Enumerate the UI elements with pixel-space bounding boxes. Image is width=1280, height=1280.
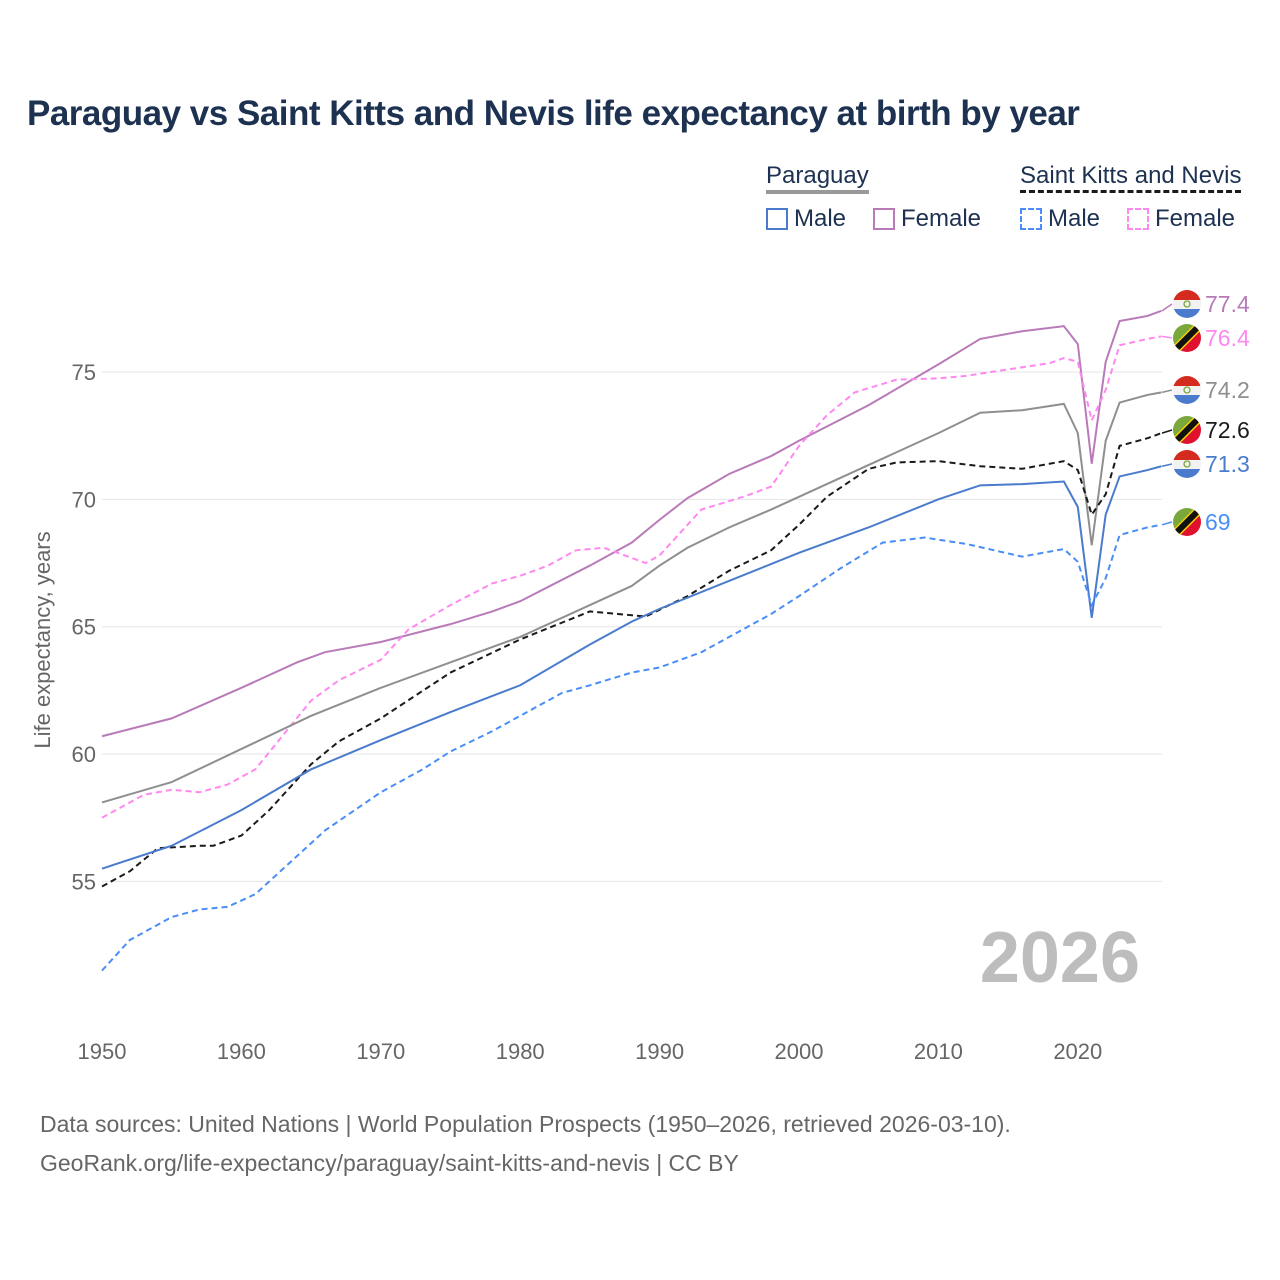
series-line-paraguay-male	[101, 465, 1162, 870]
chart-title: Paraguay vs Saint Kitts and Nevis life e…	[27, 94, 1080, 133]
source-line-2[interactable]: GeoRank.org/life-expectancy/paraguay/sai…	[40, 1150, 739, 1176]
x-tick-label: 2020	[1053, 1039, 1102, 1064]
leader-line	[1161, 429, 1173, 434]
y-tick-label: 70	[72, 487, 96, 512]
y-axis-label: Life expectancy, years	[30, 531, 55, 748]
series-line-saint-kitts-and-nevis-female	[101, 335, 1162, 819]
year-watermark: 2026	[980, 918, 1140, 998]
legend-swatch	[873, 208, 895, 230]
end-value-label: 76.4	[1205, 325, 1250, 351]
legend-label: Male	[1048, 205, 1101, 232]
end-value-label: 72.6	[1205, 417, 1250, 443]
legend-swatch	[766, 208, 788, 230]
legend-item-paraguay-male[interactable]: Male	[766, 205, 846, 233]
legend-label: Female	[1155, 205, 1236, 232]
legend-group-paraguay: Paraguay	[766, 162, 869, 194]
x-tick-label: 1960	[217, 1039, 266, 1064]
saint-kitts-and-nevis-flag-icon	[1173, 416, 1201, 444]
end-value-label: 77.4	[1205, 291, 1250, 317]
series-line-saint-kitts-and-nevis-male	[101, 523, 1162, 972]
leader-line	[1161, 335, 1173, 339]
legend-swatch	[1020, 208, 1042, 230]
paraguay-flag-icon	[1173, 290, 1201, 318]
source-note: Data sources: United Nations | World Pop…	[40, 1105, 1011, 1183]
legend-swatch	[1127, 208, 1149, 230]
y-tick-label: 65	[72, 615, 96, 640]
legend-label: Male	[794, 205, 847, 232]
end-value-label: 69	[1205, 509, 1231, 535]
paraguay-flag-icon	[1173, 450, 1201, 478]
paraguay-flag-icon	[1173, 376, 1201, 404]
saint-kitts-and-nevis-flag-icon	[1173, 324, 1201, 352]
x-tick-label: 1990	[635, 1039, 684, 1064]
leader-line	[1161, 463, 1173, 467]
series-line-paraguay-female	[101, 309, 1162, 738]
end-value-label: 74.2	[1205, 377, 1250, 403]
legend-item-skn-male[interactable]: Male	[1020, 205, 1100, 233]
saint-kitts-and-nevis-flag-icon	[1173, 508, 1201, 536]
x-tick-label: 2000	[775, 1039, 824, 1064]
y-tick-label: 75	[72, 360, 96, 385]
x-tick-label: 1950	[78, 1039, 127, 1064]
leader-line	[1161, 521, 1173, 526]
x-tick-label: 1980	[496, 1039, 545, 1064]
y-tick-label: 60	[72, 742, 96, 767]
legend-label: Female	[901, 205, 982, 232]
y-tick-label: 55	[72, 869, 96, 894]
legend-item-skn-female[interactable]: Female	[1127, 205, 1235, 233]
x-tick-label: 2010	[914, 1039, 963, 1064]
leader-line	[1161, 389, 1173, 394]
x-tick-label: 1970	[356, 1039, 405, 1064]
source-line-1: Data sources: United Nations | World Pop…	[40, 1111, 1011, 1137]
series-line-paraguay	[101, 391, 1162, 804]
leader-line	[1161, 303, 1173, 312]
series-line-saint-kitts-and-nevis	[101, 432, 1162, 888]
legend-item-paraguay-female[interactable]: Female	[873, 205, 981, 233]
legend-group-skn: Saint Kitts and Nevis	[1020, 162, 1242, 193]
end-value-label: 71.3	[1205, 451, 1250, 477]
